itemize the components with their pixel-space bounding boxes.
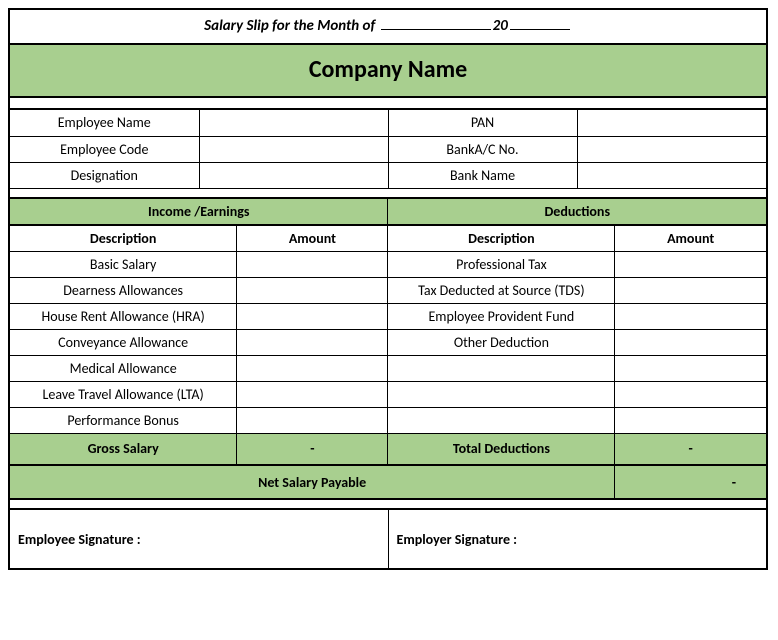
net-salary-value: -: [615, 465, 766, 499]
pan-label: PAN: [388, 110, 577, 136]
spacer: [10, 189, 766, 199]
income-amount: [237, 407, 388, 433]
title-prefix: Salary Slip for the Month of: [204, 17, 375, 35]
deduction-amount: [615, 329, 766, 355]
deduction-amount: [615, 303, 766, 329]
deduction-item: [388, 355, 615, 381]
emp-name-value: [199, 110, 388, 136]
company-name: Company Name: [10, 43, 766, 98]
bank-ac-value: [577, 136, 766, 162]
gross-salary-value: -: [237, 433, 388, 465]
income-item: House Rent Allowance (HRA): [10, 303, 237, 329]
income-item: Medical Allowance: [10, 355, 237, 381]
year-blank: [510, 16, 570, 30]
income-amount: [237, 277, 388, 303]
deduction-item: [388, 381, 615, 407]
income-amount: [237, 303, 388, 329]
income-header: Income /Earnings: [10, 199, 388, 225]
earnings-deductions-table: Income /Earnings Deductions Description …: [10, 199, 766, 501]
income-item: Leave Travel Allowance (LTA): [10, 381, 237, 407]
signature-table: Employee Signature : Employer Signature …: [10, 510, 766, 568]
spacer: [10, 98, 766, 110]
deduction-amount: [615, 277, 766, 303]
employee-info-table: Employee Name PAN Employee Code BankA/C …: [10, 110, 766, 189]
income-item: Conveyance Allowance: [10, 329, 237, 355]
emp-name-label: Employee Name: [10, 110, 199, 136]
total-deductions-label: Total Deductions: [388, 433, 615, 465]
income-amount-header: Amount: [237, 225, 388, 252]
deduction-amount: [615, 355, 766, 381]
income-amount: [237, 251, 388, 277]
employer-signature-label: Employer Signature :: [388, 510, 766, 568]
total-deductions-value: -: [615, 433, 766, 465]
income-item: Dearness Allowances: [10, 277, 237, 303]
deduction-item: Employee Provident Fund: [388, 303, 615, 329]
bank-name-label: Bank Name: [388, 162, 577, 188]
deduction-desc-header: Description: [388, 225, 615, 252]
salary-slip: Salary Slip for the Month of 20 Company …: [8, 8, 768, 570]
bank-name-value: [577, 162, 766, 188]
income-amount: [237, 355, 388, 381]
deduction-item: Tax Deducted at Source (TDS): [388, 277, 615, 303]
year-prefix: 20: [493, 17, 508, 35]
net-salary-label: Net Salary Payable: [10, 465, 615, 499]
employee-signature-label: Employee Signature :: [10, 510, 388, 568]
income-amount: [237, 329, 388, 355]
income-item: Basic Salary: [10, 251, 237, 277]
deduction-amount: [615, 407, 766, 433]
month-blank: [381, 16, 491, 30]
slip-title: Salary Slip for the Month of 20: [10, 10, 766, 43]
emp-code-label: Employee Code: [10, 136, 199, 162]
deduction-item: [388, 407, 615, 433]
deduction-item: Professional Tax: [388, 251, 615, 277]
income-desc-header: Description: [10, 225, 237, 252]
deduction-amount-header: Amount: [615, 225, 766, 252]
designation-value: [199, 162, 388, 188]
deduction-amount: [615, 251, 766, 277]
deduction-amount: [615, 381, 766, 407]
gross-salary-label: Gross Salary: [10, 433, 237, 465]
deduction-item: Other Deduction: [388, 329, 615, 355]
income-amount: [237, 381, 388, 407]
emp-code-value: [199, 136, 388, 162]
bank-ac-label: BankA/C No.: [388, 136, 577, 162]
spacer: [10, 500, 766, 510]
deductions-header: Deductions: [388, 199, 766, 225]
designation-label: Designation: [10, 162, 199, 188]
income-item: Performance Bonus: [10, 407, 237, 433]
pan-value: [577, 110, 766, 136]
